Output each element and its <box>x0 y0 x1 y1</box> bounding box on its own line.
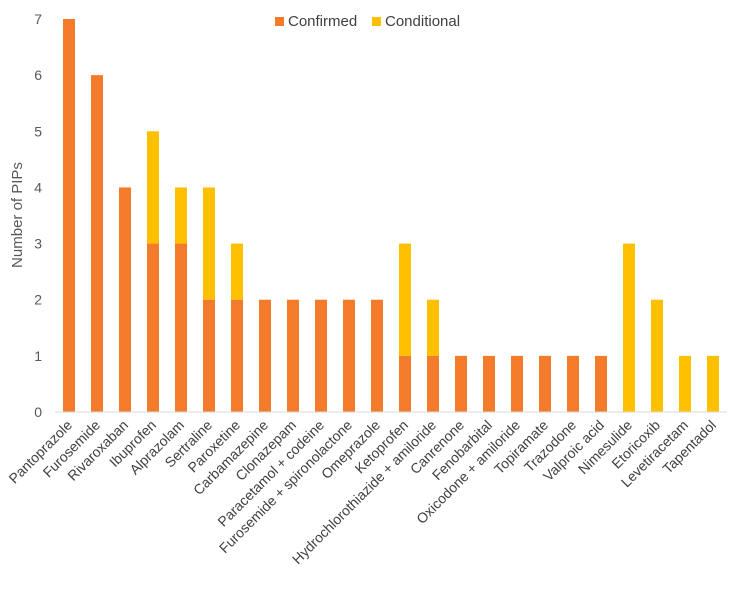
bar-conditional-22 <box>679 355 691 412</box>
y-tick-label: 4 <box>34 179 42 195</box>
legend-label-confirmed: Confirmed <box>288 13 357 30</box>
bar-conditional-13 <box>427 299 439 356</box>
legend-swatch-conditional <box>372 17 381 26</box>
bar-confirmed-11 <box>371 299 383 412</box>
bar-confirmed-4 <box>175 243 187 412</box>
y-tick-label: 1 <box>34 348 42 364</box>
bar-confirmed-18 <box>567 355 579 412</box>
bar-confirmed-7 <box>259 299 271 412</box>
bar-confirmed-12 <box>399 355 411 412</box>
y-axis-label: Number of PIPs <box>9 162 26 268</box>
y-tick-label: 3 <box>34 236 42 252</box>
bar-confirmed-6 <box>231 299 243 412</box>
y-axis-ticks: 0 1 2 3 4 5 6 7 <box>34 11 42 420</box>
bar-conditional-20 <box>623 243 635 412</box>
bar-confirmed-1 <box>91 75 103 412</box>
bar-conditional-4 <box>175 187 187 244</box>
bar-conditional-5 <box>203 187 215 300</box>
bar-confirmed-9 <box>315 299 327 412</box>
y-tick-label: 7 <box>34 11 42 27</box>
bar-confirmed-0 <box>63 19 75 412</box>
legend-label-conditional: Conditional <box>385 13 460 30</box>
bar-conditional-6 <box>231 243 243 300</box>
y-tick-label: 2 <box>34 292 42 308</box>
bar-confirmed-14 <box>455 355 467 412</box>
bar-confirmed-13 <box>427 355 439 412</box>
legend: Confirmed Conditional <box>275 13 460 30</box>
bar-confirmed-19 <box>595 355 607 412</box>
bar-conditional-21 <box>651 299 663 412</box>
bar-conditional-12 <box>399 243 411 356</box>
bar-confirmed-10 <box>343 299 355 412</box>
y-tick-label: 5 <box>34 123 42 139</box>
bar-conditional-3 <box>147 131 159 244</box>
bar-confirmed-8 <box>287 299 299 412</box>
bar-confirmed-15 <box>483 355 495 412</box>
y-axis-title: Number of PIPs <box>9 162 26 268</box>
bar-conditional-23 <box>707 355 719 412</box>
bars <box>63 19 719 412</box>
bar-confirmed-5 <box>203 299 215 412</box>
y-tick-label: 0 <box>34 404 42 420</box>
legend-swatch-confirmed <box>275 17 284 26</box>
y-tick-label: 6 <box>34 67 42 83</box>
x-axis-ticks: PantoprazoleFurosemideRivaroxabanIbuprof… <box>5 417 719 567</box>
bar-confirmed-16 <box>511 355 523 412</box>
bar-confirmed-3 <box>147 243 159 412</box>
bar-confirmed-2 <box>119 187 131 412</box>
bar-confirmed-17 <box>539 355 551 412</box>
